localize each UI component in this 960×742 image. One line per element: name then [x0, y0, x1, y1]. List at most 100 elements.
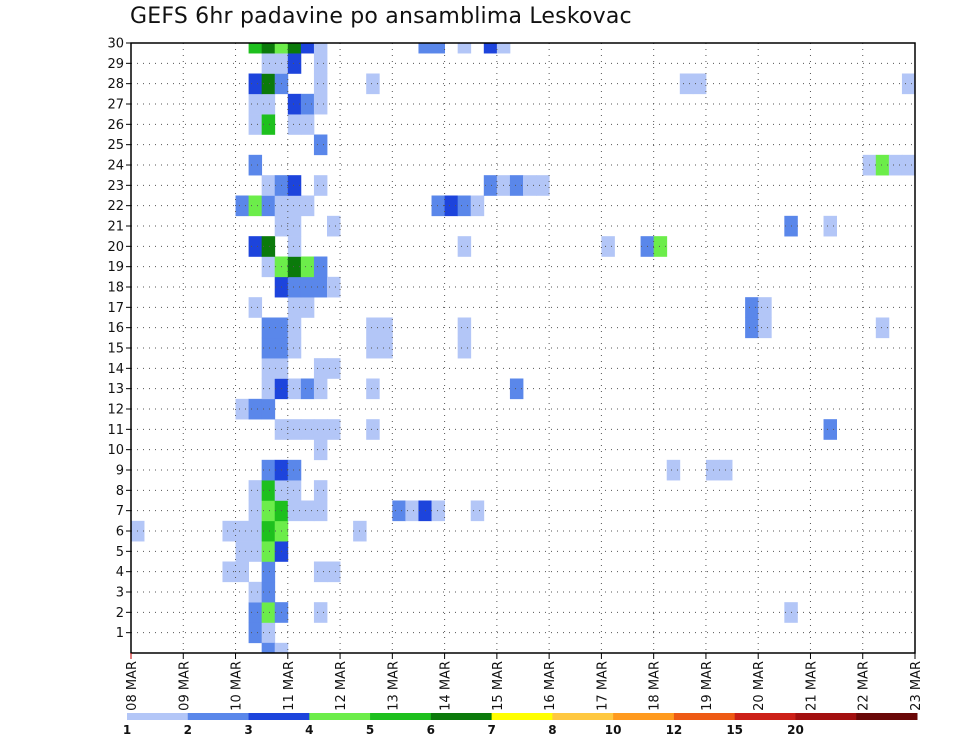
heatmap-cell — [366, 73, 380, 95]
heatmap-cell — [287, 215, 302, 237]
heatmap-cell — [327, 276, 341, 298]
heatmap-cell — [300, 297, 315, 318]
heatmap-cell — [300, 419, 315, 440]
x-tick-label: 19 MAR — [700, 661, 715, 711]
colorbar-swatch — [187, 713, 250, 720]
heatmap-cell — [888, 154, 903, 176]
y-tick-label: 22 — [107, 199, 124, 214]
colorbar-label: 4 — [305, 723, 313, 737]
heatmap-cell — [653, 236, 668, 257]
heatmap-cell — [327, 215, 341, 237]
heatmap-cell — [901, 73, 916, 95]
heatmap-cell — [261, 520, 276, 542]
heatmap-cell — [300, 195, 315, 217]
heatmap-cell — [248, 93, 263, 115]
y-tick-label: 28 — [107, 77, 124, 92]
y-tick-label: 1 — [116, 626, 124, 641]
heatmap-cell — [235, 541, 249, 562]
heatmap-cell — [300, 114, 315, 135]
y-tick-label: 13 — [107, 382, 124, 397]
colorbar-swatch — [856, 713, 918, 720]
x-tick-label: 16 MAR — [543, 661, 558, 711]
heatmap-cell — [313, 134, 328, 156]
heatmap-cell — [431, 500, 445, 522]
heatmap-cell — [248, 297, 263, 318]
heatmap-cell — [261, 358, 276, 379]
heatmap-cell — [248, 602, 263, 623]
heatmap-cell — [483, 175, 498, 196]
heatmap-cell — [705, 459, 720, 481]
heatmap-cell — [313, 602, 328, 623]
heatmap-cell — [248, 195, 263, 217]
heatmap-cell — [261, 581, 276, 603]
colorbar-label: 5 — [366, 723, 374, 737]
x-tick-label: 15 MAR — [491, 661, 506, 711]
heatmap-cell — [248, 154, 263, 176]
heatmap-cell — [313, 43, 328, 54]
chart-title: GEFS 6hr padavine po ansamblima Leskovac — [130, 4, 632, 29]
y-tick-label: 17 — [107, 301, 124, 316]
heatmap-cell — [313, 439, 328, 461]
heatmap-cell — [287, 256, 302, 278]
heatmap-cell — [366, 378, 380, 400]
heatmap-cell — [496, 43, 511, 54]
heatmap-cell — [261, 480, 276, 501]
heatmap-cell — [457, 43, 472, 54]
heatmap-cell — [248, 541, 263, 562]
heatmap-cell — [248, 581, 263, 603]
colorbar-swatch — [552, 713, 614, 720]
heatmap-cell — [875, 154, 890, 176]
heatmap-cell — [235, 398, 249, 420]
heatmap-cell — [261, 53, 276, 74]
heatmap-cell — [261, 398, 276, 420]
heatmap-cell — [823, 419, 837, 440]
colorbar-swatch — [795, 713, 857, 720]
y-tick-label: 6 — [116, 525, 124, 540]
y-tick-label: 20 — [107, 240, 124, 255]
heatmap-cell — [261, 114, 276, 135]
heatmap-cell — [745, 317, 759, 339]
heatmap-cell — [444, 195, 459, 217]
heatmap-cell — [366, 337, 380, 359]
heatmap-cell — [248, 480, 263, 501]
heatmap-cell — [431, 195, 445, 217]
heatmap-cell — [261, 195, 276, 217]
colorbar-swatch — [613, 713, 675, 720]
colorbar: 1 2 3 4 5 6 7 8 10 12 15 20 — [123, 713, 918, 737]
heatmap-cell — [287, 276, 302, 298]
heatmap-cell — [248, 398, 263, 420]
y-tick-label: 11 — [107, 423, 124, 438]
heatmap-cell — [287, 236, 302, 257]
heatmap-cell — [313, 419, 328, 440]
x-tick-label: 22 MAR — [857, 661, 872, 711]
y-tick-label: 15 — [107, 342, 124, 357]
heatmap-cell — [392, 500, 406, 522]
heatmap-cell — [235, 195, 249, 217]
heatmap-cell — [313, 500, 328, 522]
heatmap-cell — [261, 175, 276, 196]
heatmap-cell — [287, 419, 302, 440]
y-tick-label: 7 — [116, 504, 124, 519]
y-tick-label: 12 — [107, 403, 124, 418]
heatmap-cell — [313, 53, 328, 74]
x-tick-label: 08 MAR — [125, 661, 140, 711]
x-tick-label: 11 MAR — [282, 661, 297, 711]
y-tick-label: 26 — [107, 118, 124, 133]
y-tick-label: 9 — [116, 464, 124, 479]
heatmap-cell — [261, 459, 276, 481]
heatmap-cell — [313, 256, 328, 278]
x-axis: 08 MAR 09 MAR 10 MAR 11 MAR 12 MAR 13 MAR 14 M… — [125, 653, 924, 711]
heatmap-cell — [745, 297, 759, 318]
heatmap-cell — [405, 500, 419, 522]
x-tick-label: 09 MAR — [177, 661, 192, 711]
heatmap-cell — [431, 43, 445, 54]
y-tick-label: 10 — [107, 443, 124, 458]
heatmap-cell — [261, 93, 276, 115]
x-tick-label: 13 MAR — [386, 661, 401, 711]
heatmap-cell — [235, 561, 249, 583]
colorbar-swatch — [430, 713, 493, 720]
colorbar-swatch — [309, 713, 371, 720]
y-tick-label: 19 — [107, 260, 124, 275]
colorbar-label: 12 — [666, 723, 683, 737]
heatmap-cell — [287, 93, 302, 115]
